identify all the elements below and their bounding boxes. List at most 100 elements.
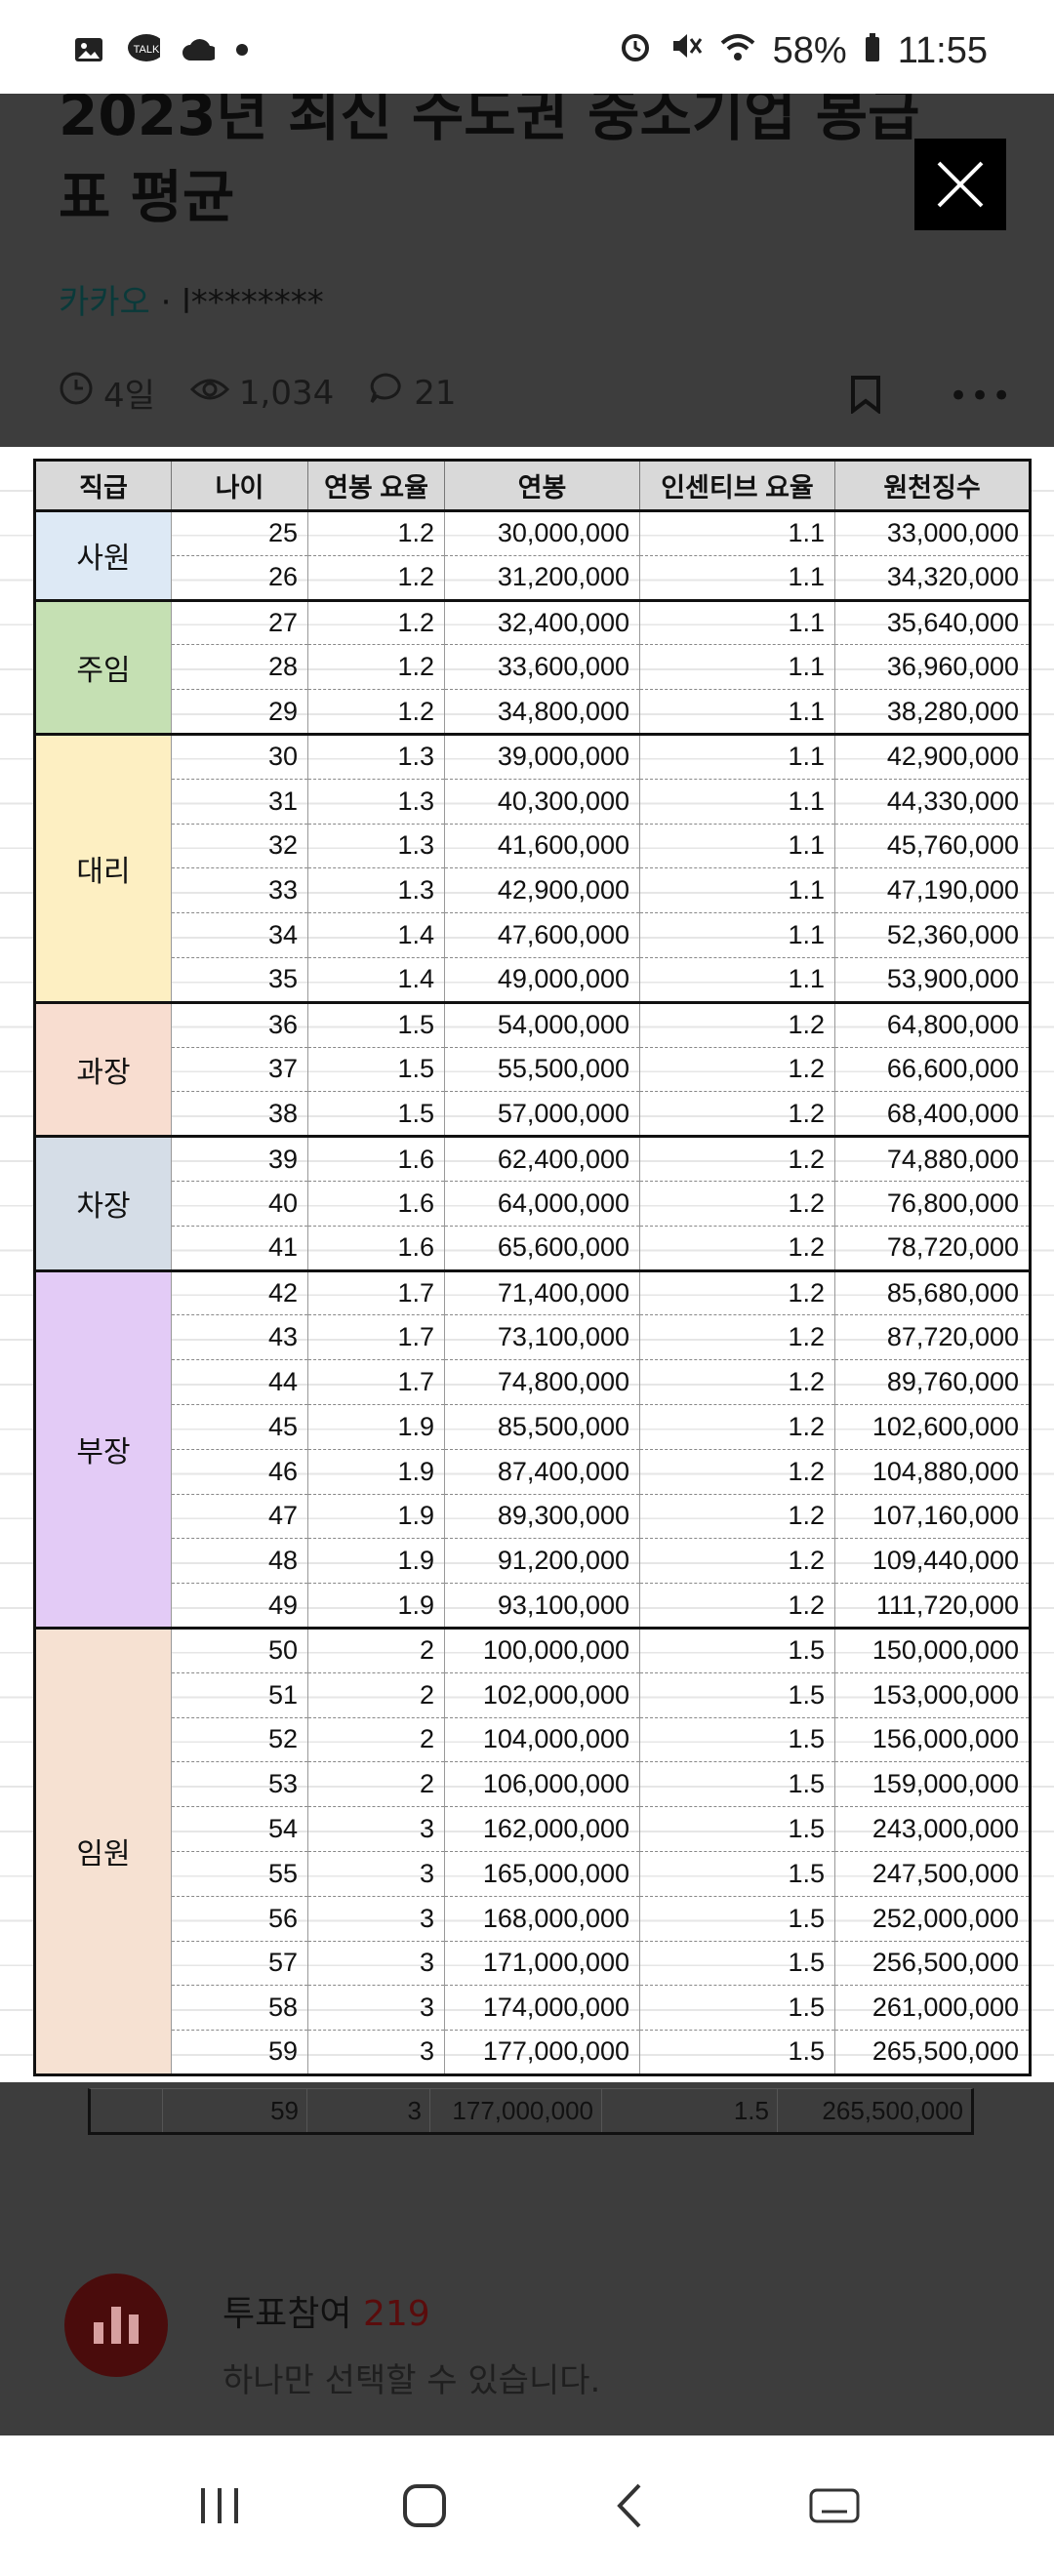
table-cell: 1.2 [639,1449,835,1495]
table-cell: 1.5 [639,1985,835,2032]
table-cell: 1.5 [639,1761,835,1808]
table-cell: 46 [171,1449,308,1495]
table-cell: 3 [307,1896,445,1942]
ghost-cell: 59 [163,2089,307,2132]
mute-icon [669,29,703,72]
table-cell: 1.4 [307,912,445,958]
table-cell: 27 [171,598,308,646]
talk-icon: TALK [127,33,160,66]
table-cell: 54 [171,1806,308,1852]
table-row: 40 1.6 64,000,000 1.2 76,800,000 [35,1181,1031,1227]
author-name[interactable]: l******** [182,283,324,322]
table-cell: 32 [171,824,308,869]
table-cell: 78,720,000 [834,1226,1031,1271]
table-cell: 31,200,000 [444,555,640,601]
table-cell: 171,000,000 [444,1941,640,1987]
table-cell: 1.2 [639,1404,835,1450]
table-row: 임원 50 2 100,000,000 1.5 150,000,000 [34,1626,1031,2075]
table-cell: 39,000,000 [444,732,640,780]
table-cell: 45 [171,1404,308,1450]
table-cell: 56 [171,1896,308,1942]
table-cell: 51 [171,1672,308,1718]
table-row: 43 1.7 73,100,000 1.2 87,720,000 [35,1314,1031,1361]
grade-cell: 부장 [34,1268,172,1629]
poll-label: 투표참여 [223,2294,352,2334]
comment-count[interactable]: 21 [414,373,457,413]
table-cell: 165,000,000 [444,1851,640,1897]
table-cell: 104,000,000 [444,1717,640,1763]
table-cell: 34,800,000 [444,689,640,735]
home-icon[interactable] [385,2467,464,2545]
table-cell: 109,440,000 [834,1538,1031,1585]
table-cell: 1.7 [307,1359,445,1405]
table-cell: 33,600,000 [444,644,640,691]
article-header: 2023년 최신 수도권 중소기업 봉급표 평균 카카오 · l********… [0,94,1054,447]
table-cell: 89,760,000 [834,1359,1031,1405]
table-cell: 53,900,000 [834,957,1031,1003]
table-cell: 1.9 [307,1583,445,1629]
bookmark-icon[interactable] [849,375,882,418]
table-cell: 1.5 [639,1806,835,1852]
table-cell: 1.2 [639,1583,835,1629]
table-cell: 30,000,000 [444,509,640,556]
table-row: 48 1.9 91,200,000 1.2 109,440,000 [35,1538,1031,1585]
recent-apps-icon[interactable] [181,2467,259,2545]
table-cell: 93,100,000 [444,1583,640,1629]
table-cell: 159,000,000 [834,1761,1031,1808]
table-cell: 106,000,000 [444,1761,640,1808]
table-cell: 150,000,000 [834,1626,1031,1673]
table-cell: 1.5 [639,2030,835,2075]
table-cell: 58 [171,1985,308,2032]
table-cell: 2 [307,1626,445,1673]
table-cell: 1.1 [639,912,835,958]
cafe-name[interactable]: 카카오 [59,283,150,322]
table-cell: 1.7 [307,1268,445,1316]
table-cell: 247,500,000 [834,1851,1031,1897]
table-row: 과장 36 1.5 54,000,000 1.2 64,800,000 [34,1000,1031,1137]
clock-icon [59,371,94,415]
table-cell: 1.5 [639,1851,835,1897]
table-cell: 1.9 [307,1538,445,1585]
view-count: 1,034 [238,373,335,413]
table-cell: 50 [171,1626,308,1673]
close-button[interactable] [914,139,1006,230]
table-cell: 1.9 [307,1449,445,1495]
table-cell: 1.1 [639,824,835,869]
table-cell: 1.2 [639,1181,835,1227]
table-cell: 1.1 [639,732,835,780]
table-cell: 1.4 [307,957,445,1003]
table-cell: 87,720,000 [834,1314,1031,1361]
table-cell: 1.5 [639,1717,835,1763]
table-cell: 57,000,000 [444,1091,640,1138]
table-row: 55 3 165,000,000 1.5 247,500,000 [35,1851,1031,1897]
notification-dot-icon [236,44,248,56]
grade-cell: 대리 [34,732,172,1003]
table-cell: 71,400,000 [444,1268,640,1316]
table-cell: 3 [307,1851,445,1897]
table-cell: 1.1 [639,509,835,556]
table-cell: 47,190,000 [834,867,1031,914]
table-row: 54 3 162,000,000 1.5 243,000,000 [35,1806,1031,1852]
table-cell: 1.5 [639,1672,835,1718]
table-cell: 1.1 [639,957,835,1003]
table-row: 58 3 174,000,000 1.5 261,000,000 [35,1985,1031,2032]
table-cell: 102,000,000 [444,1672,640,1718]
table-cell: 44,330,000 [834,779,1031,825]
ghost-cell: 265,500,000 [822,2096,963,2125]
table-cell: 36 [171,1000,308,1048]
table-cell: 41,600,000 [444,824,640,869]
more-options-icon[interactable]: ••• [949,377,1014,416]
table-cell: 57 [171,1941,308,1987]
table-cell: 64,800,000 [834,1000,1031,1048]
poll-section[interactable]: 투표참여 219 하나만 선택할 수 있습니다. [64,2274,600,2401]
keyboard-toggle-icon[interactable] [795,2467,873,2545]
table-cell: 1.1 [639,598,835,646]
table-cell: 1.2 [639,1359,835,1405]
table-row: 32 1.3 41,600,000 1.1 45,760,000 [35,824,1031,869]
salary-table: 직급 나이 연봉 요율 연봉 인센티브 요율 원천징수 사원 25 1.2 30,00… [33,459,1032,2076]
table-cell: 47,600,000 [444,912,640,958]
table-cell: 1.9 [307,1404,445,1450]
back-icon[interactable] [590,2467,669,2545]
table-row: 49 1.9 93,100,000 1.2 111,720,000 [35,1583,1031,1629]
table-row: 26 1.2 31,200,000 1.1 34,320,000 [35,555,1031,601]
